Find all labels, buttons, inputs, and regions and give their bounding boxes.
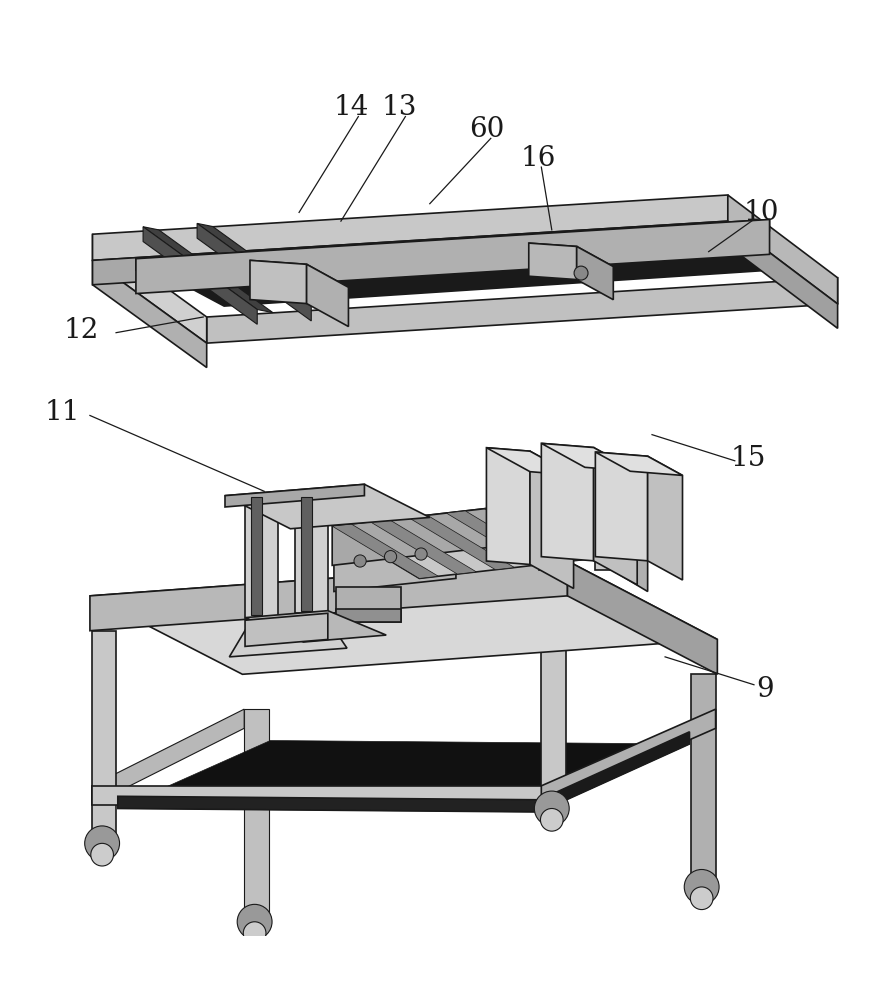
Polygon shape bbox=[332, 524, 438, 578]
Circle shape bbox=[384, 551, 396, 563]
Circle shape bbox=[415, 548, 427, 560]
Bar bbox=[541, 596, 566, 814]
Polygon shape bbox=[143, 227, 257, 324]
Polygon shape bbox=[245, 611, 386, 642]
Polygon shape bbox=[409, 515, 515, 570]
Polygon shape bbox=[332, 500, 647, 578]
Polygon shape bbox=[143, 227, 273, 313]
Polygon shape bbox=[560, 500, 647, 592]
Circle shape bbox=[91, 843, 113, 866]
Polygon shape bbox=[250, 260, 307, 304]
Text: 13: 13 bbox=[381, 94, 417, 121]
Polygon shape bbox=[90, 561, 567, 631]
Polygon shape bbox=[93, 221, 728, 285]
Bar bbox=[251, 497, 262, 615]
Bar bbox=[245, 496, 278, 618]
Circle shape bbox=[237, 904, 272, 939]
Polygon shape bbox=[487, 448, 574, 475]
Polygon shape bbox=[245, 613, 328, 646]
Polygon shape bbox=[93, 234, 207, 343]
Polygon shape bbox=[230, 613, 347, 657]
Polygon shape bbox=[370, 520, 476, 574]
Text: 16: 16 bbox=[521, 145, 556, 172]
Polygon shape bbox=[594, 448, 638, 585]
Bar bbox=[336, 609, 401, 622]
Polygon shape bbox=[90, 561, 717, 674]
Bar bbox=[595, 513, 615, 570]
Circle shape bbox=[534, 791, 569, 826]
Circle shape bbox=[540, 808, 563, 831]
Polygon shape bbox=[92, 709, 244, 805]
Bar bbox=[244, 709, 268, 927]
Polygon shape bbox=[595, 452, 647, 561]
Polygon shape bbox=[334, 526, 456, 592]
Circle shape bbox=[354, 555, 367, 567]
Circle shape bbox=[243, 922, 266, 944]
Circle shape bbox=[684, 869, 719, 904]
Text: 12: 12 bbox=[63, 317, 99, 344]
Polygon shape bbox=[250, 260, 348, 287]
Polygon shape bbox=[523, 502, 629, 557]
Text: 10: 10 bbox=[743, 199, 779, 226]
Polygon shape bbox=[118, 796, 539, 812]
Text: 9: 9 bbox=[757, 676, 774, 703]
Polygon shape bbox=[307, 264, 348, 327]
Text: 11: 11 bbox=[44, 399, 80, 426]
Bar bbox=[538, 513, 558, 570]
Bar bbox=[92, 631, 116, 849]
Polygon shape bbox=[207, 278, 838, 343]
Polygon shape bbox=[567, 561, 717, 674]
Polygon shape bbox=[136, 219, 769, 294]
Polygon shape bbox=[93, 195, 728, 260]
Polygon shape bbox=[487, 448, 530, 564]
Text: 60: 60 bbox=[468, 116, 504, 143]
Polygon shape bbox=[529, 243, 613, 267]
Polygon shape bbox=[332, 500, 560, 565]
Polygon shape bbox=[225, 484, 365, 507]
Circle shape bbox=[574, 266, 588, 280]
Polygon shape bbox=[197, 223, 327, 309]
Polygon shape bbox=[530, 451, 574, 588]
Polygon shape bbox=[529, 243, 577, 280]
Polygon shape bbox=[197, 223, 311, 321]
Bar bbox=[691, 674, 716, 892]
Polygon shape bbox=[110, 206, 820, 306]
Polygon shape bbox=[93, 260, 207, 368]
Polygon shape bbox=[539, 732, 689, 812]
Bar bbox=[92, 786, 566, 805]
Polygon shape bbox=[225, 484, 430, 529]
Polygon shape bbox=[728, 195, 838, 304]
Circle shape bbox=[85, 826, 119, 861]
Polygon shape bbox=[541, 709, 716, 805]
Text: 14: 14 bbox=[333, 94, 369, 121]
Bar bbox=[295, 496, 328, 613]
Polygon shape bbox=[118, 741, 689, 812]
Circle shape bbox=[690, 887, 713, 910]
Polygon shape bbox=[484, 507, 590, 561]
Polygon shape bbox=[595, 452, 682, 475]
Bar bbox=[301, 497, 312, 611]
Polygon shape bbox=[541, 443, 594, 561]
Polygon shape bbox=[577, 246, 613, 300]
Polygon shape bbox=[728, 221, 838, 328]
Text: 15: 15 bbox=[731, 445, 766, 472]
Polygon shape bbox=[136, 219, 769, 270]
Bar bbox=[336, 587, 401, 622]
Polygon shape bbox=[541, 443, 638, 472]
Polygon shape bbox=[647, 456, 682, 580]
Polygon shape bbox=[446, 511, 553, 565]
